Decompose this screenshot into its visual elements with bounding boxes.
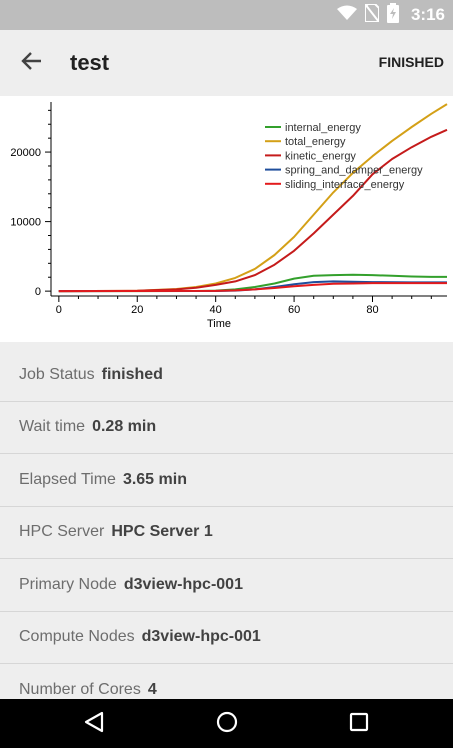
x-tick-label: 0: [56, 304, 62, 316]
recents-square-icon: [349, 712, 369, 737]
detail-value: 4: [147, 680, 157, 698]
battery-charging-icon: [386, 2, 399, 28]
finished-button[interactable]: FINISHED: [378, 54, 444, 70]
no-sim-icon: [363, 2, 380, 27]
job-details-list: Job Status finished Wait time 0.28 min E…: [0, 349, 453, 717]
detail-value: d3view-hpc-001: [123, 575, 243, 593]
detail-label: HPC Server: [19, 523, 105, 541]
status-icons: 3:16: [336, 0, 445, 30]
nav-recents-button[interactable]: [342, 707, 376, 741]
detail-label: Elapsed Time: [19, 470, 116, 488]
back-button[interactable]: [14, 45, 50, 81]
detail-row-hpc-server: HPC Server HPC Server 1: [0, 507, 453, 559]
home-circle-icon: [216, 711, 238, 738]
legend-label: kinetic_energy: [285, 150, 356, 162]
energy-chart-svg: 0 20 40 60 80 0 10000 20000 Time internal_energyt…: [10, 102, 448, 330]
detail-row-compute-nodes: Compute Nodes d3view-hpc-001: [0, 612, 453, 664]
detail-value: HPC Server 1: [111, 523, 213, 541]
detail-row-elapsed-time: Elapsed Time 3.65 min: [0, 454, 453, 507]
nav-back-button[interactable]: [77, 707, 111, 741]
y-tick-label: 0: [35, 286, 41, 298]
legend-label: internal_energy: [285, 122, 361, 134]
detail-value: 3.65 min: [122, 470, 187, 488]
detail-label: Job Status: [19, 365, 95, 383]
y-tick-label: 10000: [10, 217, 41, 229]
legend-label: sliding_interface_energy: [285, 179, 405, 191]
detail-value: finished: [101, 365, 163, 383]
x-tick-label: 20: [131, 304, 143, 316]
detail-label: Wait time: [19, 418, 86, 436]
app-bar: test FINISHED: [0, 30, 453, 96]
detail-row-primary-node: Primary Node d3view-hpc-001: [0, 559, 453, 612]
page-title: test: [70, 50, 110, 75]
detail-label: Number of Cores: [19, 680, 141, 698]
status-time: 3:16: [410, 5, 445, 24]
back-triangle-icon: [84, 711, 104, 738]
nav-home-button[interactable]: [210, 707, 244, 741]
x-tick-label: 40: [210, 304, 222, 316]
x-tick-label: 80: [366, 304, 378, 316]
legend-label: total_energy: [285, 136, 346, 148]
status-bar: 3:16: [0, 0, 453, 30]
y-tick-label: 20000: [10, 147, 41, 159]
series-line-kinetic-energy: [58, 128, 448, 293]
detail-row-wait-time: Wait time 0.28 min: [0, 402, 453, 454]
series-line-total-energy: [58, 103, 448, 293]
detail-value: d3view-hpc-001: [141, 628, 261, 646]
legend-label: spring_and_damper_energy: [285, 165, 423, 177]
system-nav-bar: [0, 699, 453, 748]
detail-label: Compute Nodes: [19, 628, 135, 646]
wifi-icon: [336, 5, 357, 26]
detail-value: 0.28 min: [92, 418, 157, 436]
x-tick-label: 60: [288, 304, 300, 316]
x-axis-label: Time: [207, 318, 231, 330]
arrow-back-icon: [21, 50, 43, 77]
series-line-sliding-interface-energy: [58, 282, 447, 293]
detail-label: Primary Node: [19, 575, 117, 593]
detail-row-job-status: Job Status finished: [0, 349, 453, 402]
